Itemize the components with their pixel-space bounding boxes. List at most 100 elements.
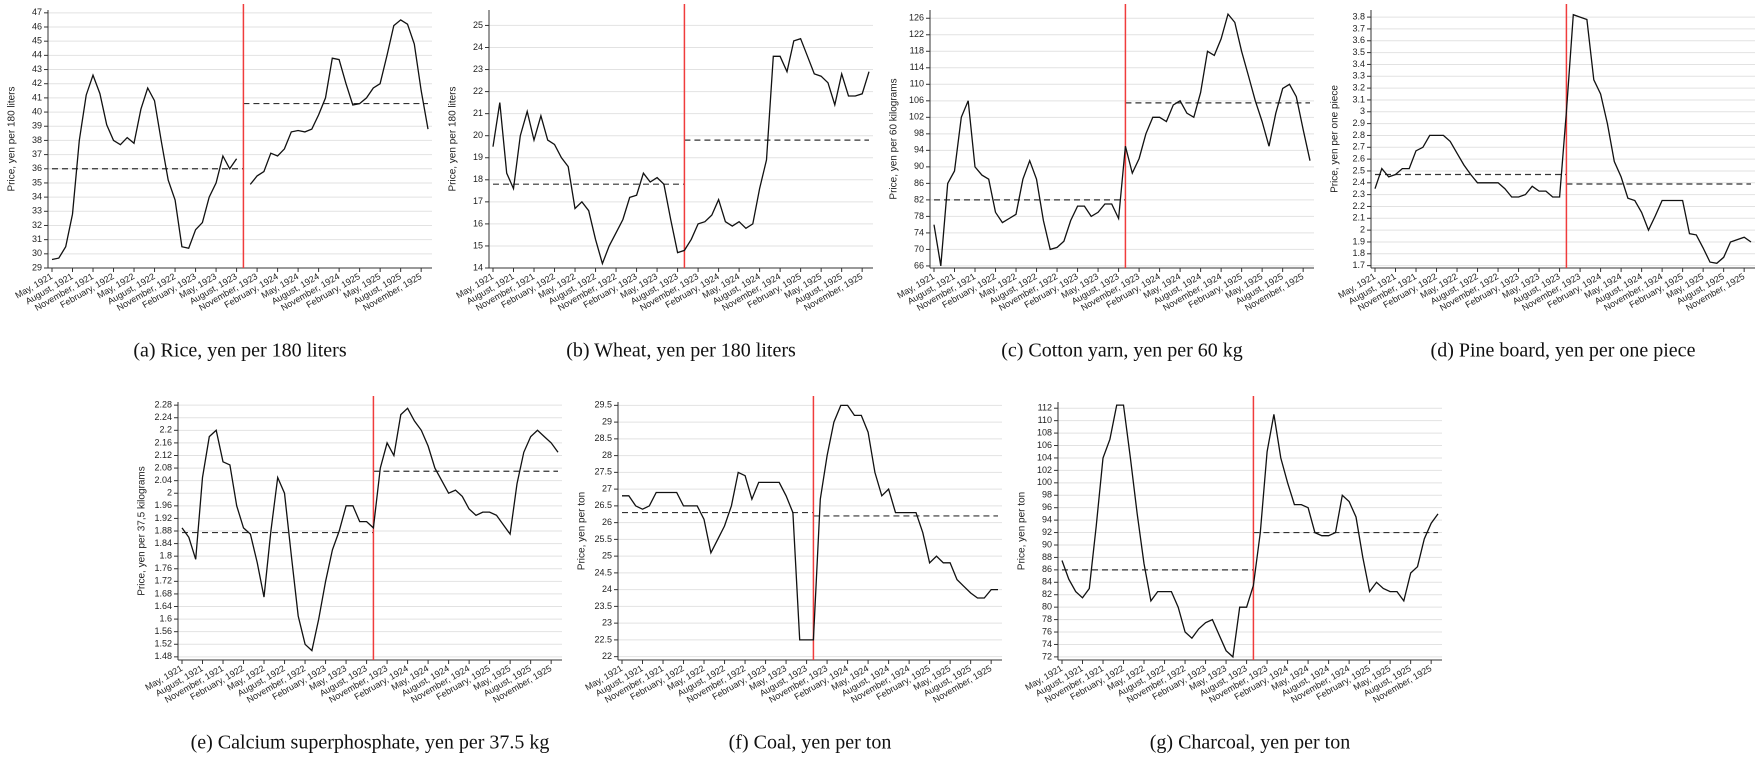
- y-tick-label: 2.7: [1352, 142, 1365, 152]
- caption: (c) Cotton yarn, yen per 60 kg: [1001, 340, 1243, 362]
- y-tick-label: 25: [473, 20, 483, 30]
- caption: (f) Coal, yen per ton: [729, 732, 892, 754]
- y-tick-label: 2.1: [1352, 213, 1365, 223]
- y-tick-label: 110: [910, 79, 924, 89]
- y-tick-label: 98: [914, 128, 924, 138]
- y-tick-label: 22: [473, 86, 483, 96]
- y-tick-label: 26.5: [594, 500, 612, 510]
- y-tick-label: 1.56: [154, 626, 172, 636]
- y-tick-label: 74: [914, 227, 924, 237]
- y-tick-label: 106: [1037, 440, 1052, 450]
- y-tick-label: 26: [602, 517, 612, 527]
- y-tick-label: 2.3: [1352, 189, 1365, 199]
- price-line: [51, 19, 429, 261]
- y-tick-label: 30: [32, 248, 42, 258]
- y-tick-label: 32: [32, 220, 42, 230]
- y-tick-label: 90: [1042, 539, 1052, 549]
- y-tick-label: 112: [1038, 403, 1052, 413]
- y-tick-label: 3.1: [1352, 94, 1365, 104]
- y-tick-label: 38: [32, 135, 42, 145]
- y-tick-label: 2.24: [154, 412, 172, 422]
- y-axis-label: Price, yen per one piece: [1330, 85, 1341, 193]
- y-tick-label: 2: [167, 488, 172, 498]
- y-tick-label: 25: [602, 551, 612, 561]
- y-tick-label: 29: [32, 262, 42, 272]
- y-axis-label: Price, yen per ton: [577, 492, 588, 570]
- y-tick-label: 24: [473, 42, 483, 52]
- caption: (d) Pine board, yen per one piece: [1431, 340, 1696, 362]
- y-tick-label: 42: [32, 78, 42, 88]
- price-line: [181, 407, 559, 652]
- y-tick-label: 1.88: [154, 525, 172, 535]
- y-tick-label: 43: [32, 64, 42, 74]
- y-tick-label: 2.28: [154, 400, 172, 410]
- y-tick-label: 1.92: [154, 513, 172, 523]
- y-tick-label: 37: [32, 149, 42, 159]
- y-tick-label: 28.5: [594, 433, 612, 443]
- y-tick-label: 106: [909, 95, 924, 105]
- y-tick-label: 28: [602, 450, 612, 460]
- y-tick-label: 114: [910, 62, 924, 72]
- y-tick-label: 23: [473, 64, 483, 74]
- y-tick-label: 41: [32, 92, 42, 102]
- y-tick-label: 96: [1042, 502, 1052, 512]
- y-tick-label: 33: [32, 206, 42, 216]
- y-tick-label: 1.8: [1352, 248, 1365, 258]
- price-line: [933, 12, 1311, 267]
- y-tick-label: 1.48: [154, 651, 172, 661]
- y-tick-label: 84: [1042, 577, 1052, 587]
- y-axis-label: Price, yen per 180 liters: [7, 86, 18, 191]
- y-tick-label: 126: [909, 13, 924, 23]
- y-tick-label: 118: [910, 46, 924, 56]
- y-tick-label: 122: [909, 29, 924, 39]
- y-tick-label: 1.8: [159, 551, 172, 561]
- y-tick-label: 22: [602, 651, 612, 661]
- y-tick-label: 110: [1038, 415, 1052, 425]
- y-tick-label: 70: [914, 244, 924, 254]
- y-tick-label: 82: [914, 194, 924, 204]
- y-tick-label: 47: [32, 7, 42, 17]
- y-tick-label: 23.5: [594, 601, 612, 611]
- y-tick-label: 3.4: [1352, 59, 1365, 69]
- y-tick-label: 3.3: [1352, 71, 1365, 81]
- y-tick-label: 3.5: [1352, 47, 1365, 57]
- y-tick-label: 16: [473, 218, 483, 228]
- y-tick-label: 104: [1037, 452, 1052, 462]
- y-tick-label: 100: [1037, 477, 1052, 487]
- y-tick-label: 1.9: [1352, 236, 1365, 246]
- y-tick-label: 44: [32, 50, 42, 60]
- y-tick-label: 22.5: [594, 634, 612, 644]
- y-tick-label: 2.2: [1352, 201, 1365, 211]
- y-tick-label: 2.04: [154, 475, 172, 485]
- y-tick-label: 45: [32, 36, 42, 46]
- y-tick-label: 2.5: [1352, 165, 1365, 175]
- y-tick-label: 3.6: [1352, 35, 1365, 45]
- price-line: [492, 37, 870, 266]
- y-tick-label: 1.6: [159, 613, 172, 623]
- y-tick-label: 2.6: [1352, 153, 1365, 163]
- y-tick-label: 2.12: [154, 450, 172, 460]
- y-tick-label: 102: [909, 112, 924, 122]
- y-tick-label: 2.16: [154, 437, 172, 447]
- y-tick-label: 102: [1037, 465, 1052, 475]
- y-tick-label: 3: [1360, 106, 1365, 116]
- y-tick-label: 1.72: [154, 576, 172, 586]
- y-tick-label: 35: [32, 177, 42, 187]
- y-tick-label: 36: [32, 163, 42, 173]
- y-tick-label: 20: [473, 130, 483, 140]
- y-tick-label: 72: [1042, 651, 1052, 661]
- y-tick-label: 24.5: [594, 567, 612, 577]
- y-tick-label: 3.7: [1352, 23, 1365, 33]
- y-tick-label: 24: [602, 584, 612, 594]
- y-axis-label: Price, yen per 37,5 kilograms: [137, 466, 148, 596]
- y-tick-label: 29: [602, 416, 612, 426]
- y-tick-label: 88: [1042, 552, 1052, 562]
- y-tick-label: 25.5: [594, 534, 612, 544]
- y-tick-label: 2: [1360, 225, 1365, 235]
- y-tick-label: 2.2: [159, 425, 172, 435]
- y-tick-label: 66: [914, 260, 924, 270]
- y-tick-label: 86: [914, 178, 924, 188]
- y-tick-label: 27: [602, 483, 612, 493]
